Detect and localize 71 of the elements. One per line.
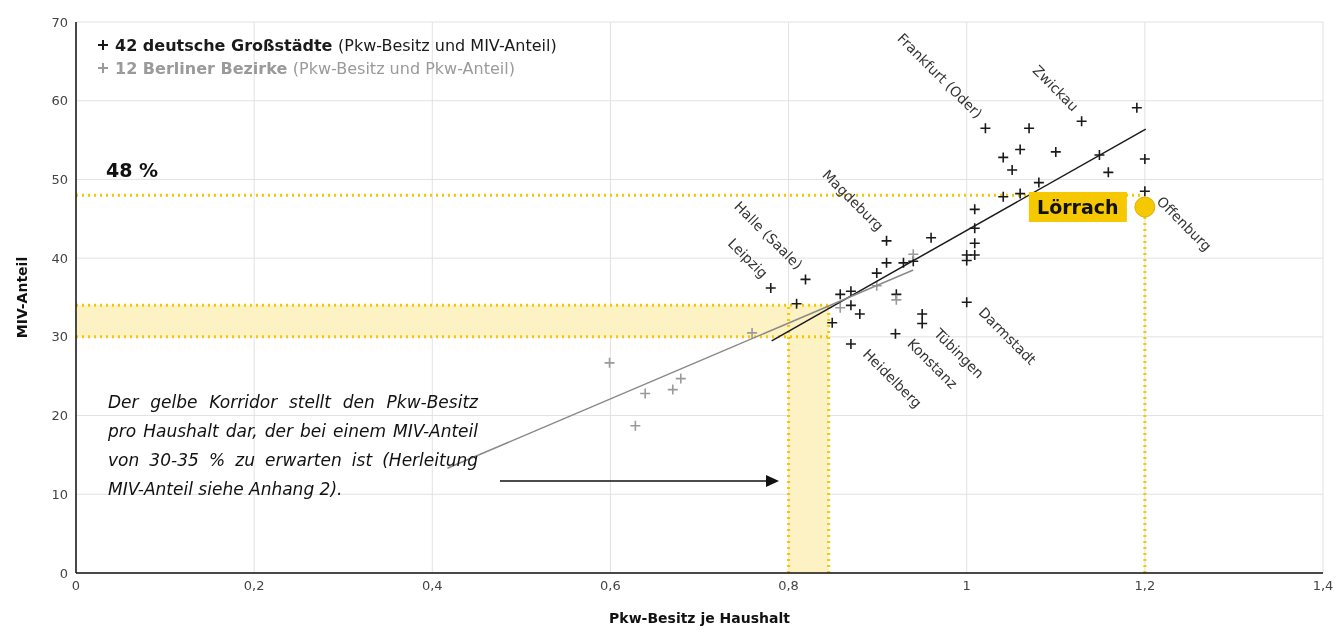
point xyxy=(960,254,973,267)
point xyxy=(880,257,893,269)
y-tick-label: 30 xyxy=(51,329,68,345)
point xyxy=(1134,196,1156,218)
legend-label: 12 Berliner Bezirke (Pkw-Besitz und Pkw-Anteil) xyxy=(115,59,515,78)
point xyxy=(845,285,857,297)
point xyxy=(997,190,1010,203)
y-tick-label: 0 xyxy=(59,565,68,581)
point xyxy=(675,372,687,385)
point xyxy=(889,327,902,340)
point xyxy=(870,279,883,292)
point xyxy=(854,308,866,320)
point xyxy=(890,294,903,306)
point xyxy=(1075,115,1088,127)
point xyxy=(1131,102,1143,114)
x-tick-label: 0,6 xyxy=(600,578,621,594)
point xyxy=(790,298,803,310)
point xyxy=(746,327,758,339)
point xyxy=(897,257,910,269)
point xyxy=(1014,143,1026,156)
point xyxy=(1023,122,1035,135)
point xyxy=(799,273,812,286)
point xyxy=(845,338,857,350)
y-axis-title: MIV-Anteil xyxy=(13,256,30,339)
point xyxy=(629,420,642,432)
point xyxy=(1014,187,1026,200)
point xyxy=(916,308,928,320)
ref-line-label: 48 % xyxy=(106,159,159,182)
point xyxy=(997,151,1010,164)
x-tick-label: 0 xyxy=(71,578,81,594)
series-label: Lörrach xyxy=(1037,195,1119,218)
point xyxy=(925,231,937,244)
x-tick-label: 1,2 xyxy=(1134,578,1156,594)
x-tick-label: 0,4 xyxy=(421,578,443,594)
point xyxy=(764,282,777,294)
legend-label: 42 deutsche Großstädte (Pkw-Besitz und MIV-Anteil) xyxy=(115,36,557,55)
x-tick-label: 1,4 xyxy=(1312,578,1334,594)
y-tick-label: 10 xyxy=(51,486,68,502)
point xyxy=(979,122,992,135)
point xyxy=(870,267,883,279)
point xyxy=(845,299,857,312)
point xyxy=(960,296,973,309)
point xyxy=(834,301,847,314)
point xyxy=(639,387,651,400)
point xyxy=(834,288,847,301)
point xyxy=(603,357,616,369)
point xyxy=(968,237,981,249)
x-tick-label: 1 xyxy=(962,578,971,594)
point xyxy=(1102,166,1115,179)
y-tick-label: 20 xyxy=(51,408,68,424)
point xyxy=(968,203,981,216)
point xyxy=(1049,146,1062,158)
x-tick-label: 0,2 xyxy=(243,578,265,594)
point xyxy=(1139,153,1151,165)
y-tick-label: 70 xyxy=(51,14,68,30)
x-axis-title: Pkw-Besitz je Haushalt xyxy=(609,610,791,626)
annotation: Der gelbe Korridor stellt den Pkw-Besitz pro Haushalt dar, der bei einem MIV-Anteil von 30-35 % zu erwarten ist (Herleitung MIV-Anteil siehe Anhang 2). xyxy=(108,391,478,501)
point xyxy=(1033,176,1045,189)
y-tick-label: 50 xyxy=(51,172,68,188)
point xyxy=(1006,164,1018,176)
y-tick-label: 40 xyxy=(51,250,68,266)
point xyxy=(907,248,920,261)
point xyxy=(666,383,679,396)
point xyxy=(1093,149,1106,161)
point xyxy=(880,235,893,247)
y-tick-label: 60 xyxy=(51,93,68,109)
point xyxy=(826,316,839,329)
point xyxy=(916,317,928,330)
point xyxy=(968,249,981,261)
x-tick-label: 0,8 xyxy=(778,578,799,594)
point xyxy=(1139,185,1151,198)
